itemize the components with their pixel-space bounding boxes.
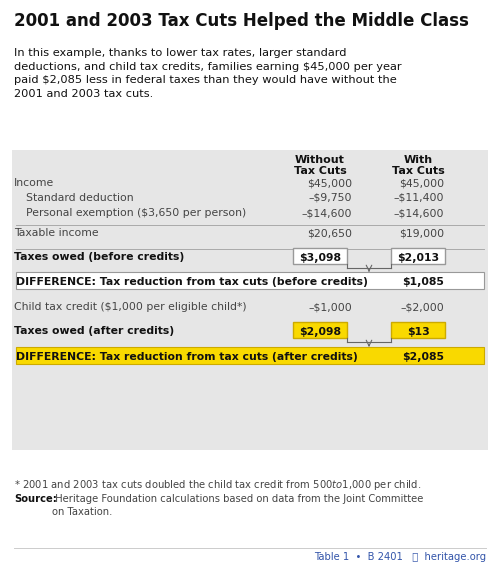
Text: Heritage Foundation calculations based on data from the Joint Committee
on Taxat: Heritage Foundation calculations based o… <box>52 494 424 517</box>
Text: –$11,400: –$11,400 <box>394 193 444 203</box>
Text: $2,013: $2,013 <box>397 253 439 263</box>
Text: –$14,600: –$14,600 <box>302 208 352 218</box>
Text: $19,000: $19,000 <box>399 228 444 238</box>
Text: $20,650: $20,650 <box>307 228 352 238</box>
Text: Personal exemption ($3,650 per person): Personal exemption ($3,650 per person) <box>26 208 246 218</box>
Text: Taxable income: Taxable income <box>14 228 98 238</box>
Text: $3,098: $3,098 <box>299 253 341 263</box>
Text: In this example, thanks to lower tax rates, larger standard
deductions, and chil: In this example, thanks to lower tax rat… <box>14 48 402 99</box>
Text: Tax Cuts: Tax Cuts <box>294 166 346 176</box>
Text: $2,098: $2,098 <box>299 327 341 337</box>
Text: –$9,750: –$9,750 <box>308 193 352 203</box>
Text: Standard deduction: Standard deduction <box>26 193 134 203</box>
Bar <box>293 248 347 264</box>
Text: * 2001 and 2003 tax cuts doubled the child tax credit from $500 to $1,000 per ch: * 2001 and 2003 tax cuts doubled the chi… <box>14 478 421 492</box>
Text: DIFFERENCE: Tax reduction from tax cuts (after credits): DIFFERENCE: Tax reduction from tax cuts … <box>16 352 358 362</box>
Text: 2001 and 2003 Tax Cuts Helped the Middle Class: 2001 and 2003 Tax Cuts Helped the Middle… <box>14 12 469 30</box>
Bar <box>391 322 445 338</box>
Text: Taxes owed (before credits): Taxes owed (before credits) <box>14 252 184 262</box>
Text: Child tax credit ($1,000 per eligible child*): Child tax credit ($1,000 per eligible ch… <box>14 302 246 312</box>
Text: $45,000: $45,000 <box>307 178 352 188</box>
Text: Tax Cuts: Tax Cuts <box>392 166 444 176</box>
Text: DIFFERENCE: Tax reduction from tax cuts (before credits): DIFFERENCE: Tax reduction from tax cuts … <box>16 277 368 287</box>
Bar <box>12 150 488 450</box>
Bar <box>391 248 445 264</box>
Bar <box>16 272 484 289</box>
Bar <box>16 347 484 364</box>
Text: –$14,600: –$14,600 <box>394 208 444 218</box>
Text: $1,085: $1,085 <box>402 277 444 287</box>
Text: Table 1  •  B 2401   🔔  heritage.org: Table 1 • B 2401 🔔 heritage.org <box>314 552 486 562</box>
Text: With: With <box>404 155 432 165</box>
Bar <box>293 322 347 338</box>
Text: –$1,000: –$1,000 <box>308 302 352 312</box>
Text: –$2,000: –$2,000 <box>400 302 444 312</box>
Text: Source:: Source: <box>14 494 57 504</box>
Text: $45,000: $45,000 <box>399 178 444 188</box>
Text: Income: Income <box>14 178 54 188</box>
Text: Taxes owed (after credits): Taxes owed (after credits) <box>14 326 174 336</box>
Text: $13: $13 <box>406 327 430 337</box>
Text: $2,085: $2,085 <box>402 352 444 362</box>
Text: Without: Without <box>295 155 345 165</box>
